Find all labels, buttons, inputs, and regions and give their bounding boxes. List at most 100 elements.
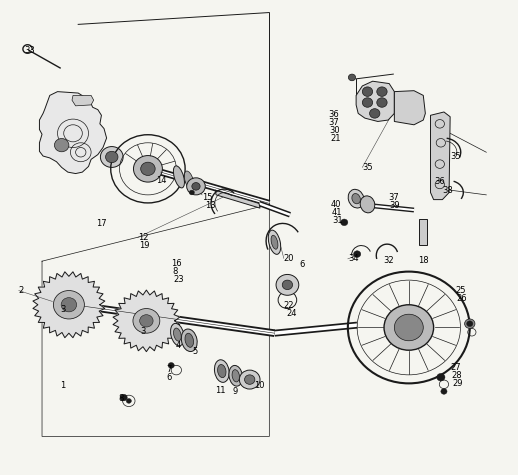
Text: 3: 3	[60, 305, 65, 314]
Text: 12: 12	[138, 233, 148, 242]
Circle shape	[341, 219, 348, 226]
Text: 19: 19	[139, 241, 150, 250]
Text: 6: 6	[166, 373, 171, 382]
Text: 21: 21	[330, 134, 341, 143]
Text: 18: 18	[418, 256, 429, 265]
Text: 4: 4	[175, 341, 181, 350]
Text: 31: 31	[333, 216, 343, 225]
Text: 17: 17	[96, 219, 107, 228]
Text: 32: 32	[383, 256, 394, 265]
Circle shape	[354, 251, 361, 257]
Circle shape	[239, 370, 260, 389]
Circle shape	[133, 309, 160, 333]
Circle shape	[120, 394, 127, 401]
Polygon shape	[39, 92, 107, 173]
Polygon shape	[394, 91, 425, 125]
Circle shape	[192, 182, 200, 190]
Circle shape	[349, 74, 355, 81]
Circle shape	[54, 139, 69, 152]
Ellipse shape	[184, 171, 194, 190]
Circle shape	[362, 98, 372, 107]
Text: 20: 20	[284, 254, 294, 263]
Circle shape	[377, 98, 387, 107]
Polygon shape	[356, 81, 394, 122]
Polygon shape	[419, 218, 427, 245]
Text: 36: 36	[435, 177, 445, 186]
Text: 38: 38	[442, 186, 453, 195]
Circle shape	[168, 362, 174, 368]
Ellipse shape	[170, 323, 184, 346]
Circle shape	[100, 147, 123, 167]
Circle shape	[384, 305, 434, 350]
Polygon shape	[113, 290, 180, 351]
Text: 11: 11	[215, 386, 225, 395]
Circle shape	[244, 375, 255, 384]
Circle shape	[189, 190, 194, 195]
Text: 40: 40	[330, 200, 341, 209]
Circle shape	[362, 87, 372, 96]
Text: 15: 15	[202, 193, 213, 202]
Text: 37: 37	[329, 118, 339, 127]
Text: 3: 3	[140, 327, 146, 336]
Circle shape	[467, 321, 473, 326]
Ellipse shape	[348, 190, 364, 208]
Circle shape	[126, 399, 132, 403]
Text: 16: 16	[171, 259, 182, 268]
Ellipse shape	[232, 370, 239, 382]
Ellipse shape	[174, 166, 184, 188]
Circle shape	[441, 389, 447, 394]
Text: 2: 2	[19, 286, 24, 295]
Ellipse shape	[229, 365, 242, 386]
Circle shape	[61, 298, 77, 312]
Text: 41: 41	[332, 208, 342, 217]
Text: 8: 8	[172, 267, 178, 276]
Circle shape	[437, 373, 445, 381]
Text: 9: 9	[232, 387, 237, 396]
Text: 7: 7	[166, 365, 171, 374]
Text: 33: 33	[24, 46, 35, 55]
Text: 23: 23	[174, 275, 184, 284]
Text: 6: 6	[299, 260, 305, 269]
Polygon shape	[72, 95, 94, 106]
Ellipse shape	[218, 364, 226, 378]
Text: 37: 37	[388, 193, 399, 202]
Text: 25: 25	[455, 286, 466, 295]
Ellipse shape	[181, 329, 197, 352]
Text: 29: 29	[452, 380, 463, 389]
Text: 24: 24	[286, 309, 297, 318]
Text: 1: 1	[60, 381, 65, 390]
Circle shape	[282, 280, 293, 290]
Ellipse shape	[271, 235, 278, 249]
Text: 13: 13	[205, 201, 215, 210]
Text: 14: 14	[156, 176, 166, 185]
Circle shape	[53, 291, 84, 319]
Text: 26: 26	[456, 294, 467, 303]
Polygon shape	[215, 190, 260, 208]
Circle shape	[276, 275, 299, 295]
Ellipse shape	[352, 193, 361, 204]
Text: 36: 36	[329, 110, 339, 119]
Circle shape	[134, 156, 163, 182]
Text: 10: 10	[254, 381, 264, 390]
Text: 35: 35	[362, 163, 373, 172]
Polygon shape	[33, 272, 105, 338]
Text: 22: 22	[284, 301, 294, 310]
Circle shape	[377, 87, 387, 96]
Text: 27: 27	[450, 363, 461, 372]
Circle shape	[465, 319, 475, 328]
Text: 34: 34	[348, 254, 358, 263]
Ellipse shape	[360, 196, 375, 213]
Text: 8: 8	[119, 394, 124, 403]
Ellipse shape	[174, 328, 181, 341]
Circle shape	[140, 315, 153, 327]
Circle shape	[141, 162, 155, 175]
Polygon shape	[430, 112, 450, 200]
Text: 30: 30	[330, 126, 340, 135]
Circle shape	[186, 178, 205, 195]
Text: 35: 35	[450, 152, 461, 162]
Text: 5: 5	[193, 347, 198, 356]
Ellipse shape	[268, 230, 281, 254]
Text: 28: 28	[451, 371, 462, 380]
Circle shape	[394, 314, 423, 341]
Circle shape	[369, 109, 380, 118]
